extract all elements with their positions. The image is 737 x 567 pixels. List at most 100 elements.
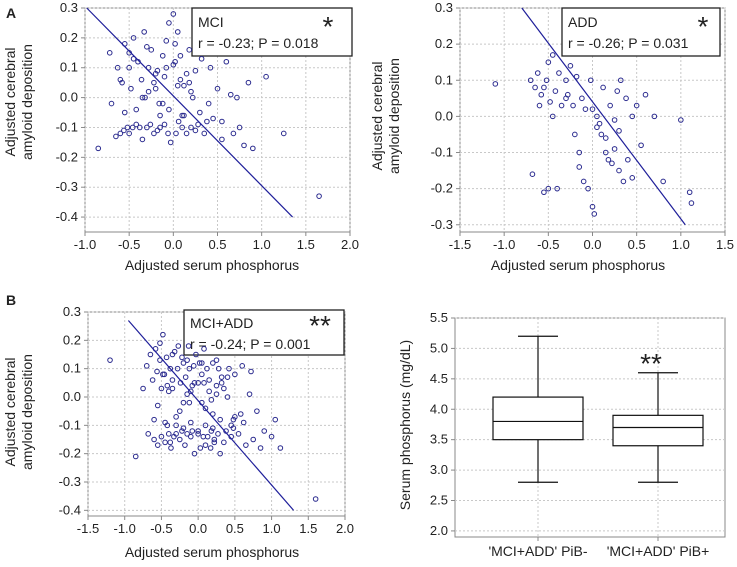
data-point (235, 431, 242, 437)
data-point (545, 59, 552, 65)
y-tick-label: -0.2 (431, 181, 453, 196)
data-point (152, 85, 159, 92)
data-point (196, 360, 203, 366)
data-point (193, 351, 199, 358)
data-point (596, 120, 603, 127)
data-point (192, 67, 199, 74)
data-point (236, 124, 243, 131)
y-tick-label: 0.0 (435, 108, 453, 123)
y-tick-label: 0.3 (435, 0, 453, 15)
data-point (189, 94, 196, 101)
data-point (172, 41, 178, 47)
y-axis-label-line2: amyloid deposition (19, 44, 35, 160)
data-point (589, 106, 596, 112)
data-point (157, 124, 163, 131)
data-point (240, 419, 247, 426)
data-point (156, 100, 162, 107)
data-point (660, 178, 666, 185)
data-point (182, 442, 188, 448)
y-tick-label: 0.3 (60, 0, 78, 15)
y-tick-label: 0.2 (63, 332, 81, 347)
data-point (201, 346, 207, 352)
data-point (254, 408, 260, 414)
data-point (602, 149, 609, 156)
y-tick-label: 0.1 (63, 361, 81, 376)
data-point (183, 130, 190, 137)
data-point (243, 442, 249, 448)
data-point (686, 189, 693, 196)
y-tick-label: -0.3 (59, 474, 81, 489)
data-point (159, 100, 166, 107)
x-tick-label: -1.0 (114, 521, 136, 536)
data-point (161, 121, 168, 128)
x-tick-label: 1.5 (716, 237, 734, 252)
data-point (312, 496, 319, 502)
data-point (181, 112, 187, 119)
data-point (159, 52, 166, 59)
y-axis-label-line1: Adjusted cerebral (2, 358, 18, 467)
data-point (181, 82, 187, 89)
box-iqr (612, 414, 704, 447)
data-point (629, 113, 636, 120)
data-point (121, 127, 127, 134)
data-point (161, 73, 168, 80)
y-axis-label-line2: amyloid deposition (386, 58, 402, 174)
data-point (591, 211, 598, 217)
data-point (642, 91, 649, 98)
data-point (585, 185, 591, 192)
data-point (214, 85, 221, 92)
x-tick-label: 0.5 (226, 521, 244, 536)
y-axis-label: Serum phosphorus (mg/dL) (397, 340, 413, 510)
data-point (230, 130, 237, 137)
data-point (534, 70, 541, 76)
data-point (201, 130, 208, 137)
annotation-marker: ** (309, 310, 331, 341)
data-point (210, 115, 216, 122)
data-point (168, 445, 174, 451)
data-point (136, 124, 143, 131)
data-point (218, 374, 225, 380)
data-point (215, 365, 222, 372)
data-point (170, 11, 177, 17)
x-tick-label: 1.0 (263, 521, 281, 536)
data-point (547, 99, 553, 105)
data-point (563, 95, 569, 102)
data-point (182, 374, 189, 380)
data-point (183, 70, 190, 77)
data-point (169, 385, 176, 392)
data-point (541, 189, 547, 196)
data-point (184, 357, 190, 363)
annotation-stat: r = -0.23; P = 0.018 (198, 35, 319, 51)
panel-label-b: B (6, 292, 16, 308)
data-point (582, 106, 589, 112)
data-point (192, 127, 199, 134)
y-tick-label: -0.4 (56, 209, 78, 224)
data-point (223, 58, 230, 65)
data-point (529, 171, 536, 177)
data-point (629, 175, 636, 181)
data-point (154, 127, 161, 134)
y-tick-label: -0.2 (56, 149, 78, 164)
data-point (180, 425, 187, 431)
data-point (114, 64, 121, 71)
data-point (625, 156, 631, 163)
data-point (165, 431, 172, 437)
data-point (549, 52, 556, 58)
data-point (166, 106, 172, 113)
data-point (556, 70, 562, 76)
data-point (184, 391, 190, 397)
data-point (221, 385, 227, 392)
data-point (218, 380, 225, 386)
data-point (600, 84, 606, 91)
data-point (172, 58, 178, 65)
data-point (224, 394, 231, 400)
data-point (177, 52, 184, 59)
data-point (580, 178, 587, 185)
data-point (195, 121, 201, 128)
data-point (130, 55, 137, 62)
y-tick-label: 0.0 (60, 90, 78, 105)
y-tick-label: 0.2 (435, 36, 453, 51)
data-point (160, 371, 166, 378)
data-point (280, 130, 287, 137)
